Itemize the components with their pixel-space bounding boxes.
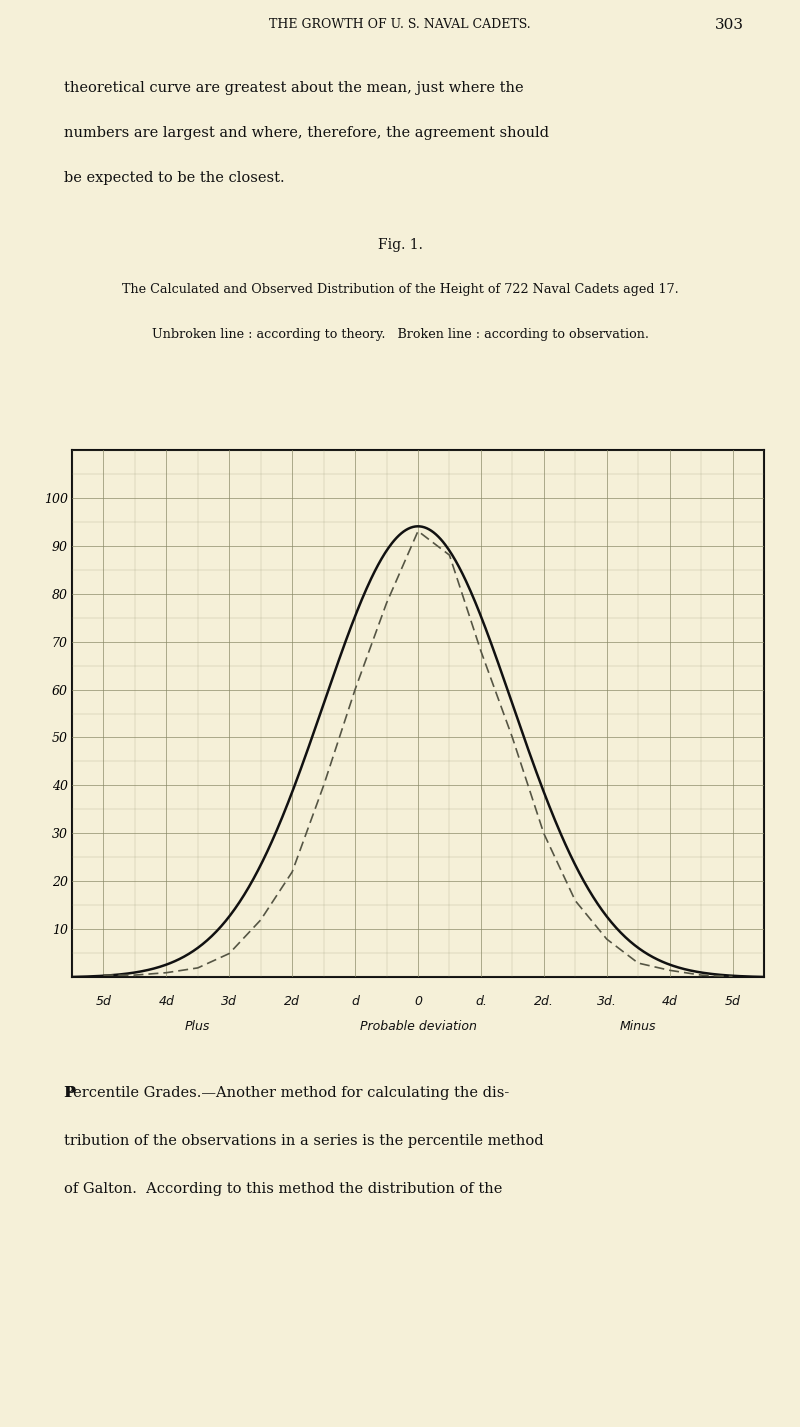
- Text: Unbroken line : according to theory.   Broken line : according to observation.: Unbroken line : according to theory. Bro…: [151, 328, 649, 341]
- Text: 3d: 3d: [222, 995, 238, 1007]
- Text: THE GROWTH OF U. S. NAVAL CADETS.: THE GROWTH OF U. S. NAVAL CADETS.: [269, 19, 531, 31]
- Text: be expected to be the closest.: be expected to be the closest.: [64, 171, 285, 186]
- Text: numbers are largest and where, therefore, the agreement should: numbers are largest and where, therefore…: [64, 126, 549, 140]
- Text: tribution of the observations in a series is the percentile method: tribution of the observations in a serie…: [64, 1134, 544, 1147]
- Text: Percentile Grades.—Another method for calculating the dis-: Percentile Grades.—Another method for ca…: [64, 1086, 510, 1100]
- Text: 5d: 5d: [95, 995, 111, 1007]
- Text: P: P: [64, 1086, 75, 1100]
- Text: of Galton.  According to this method the distribution of the: of Galton. According to this method the …: [64, 1182, 502, 1196]
- Text: 0: 0: [414, 995, 422, 1007]
- Text: theoretical curve are greatest about the mean, just where the: theoretical curve are greatest about the…: [64, 81, 524, 96]
- Text: Probable deviation: Probable deviation: [359, 1020, 477, 1033]
- Text: d.: d.: [475, 995, 487, 1007]
- Text: 2d: 2d: [284, 995, 300, 1007]
- Text: Fig. 1.: Fig. 1.: [378, 238, 422, 253]
- Text: Minus: Minus: [620, 1020, 657, 1033]
- Text: 4d: 4d: [158, 995, 174, 1007]
- Text: 303: 303: [715, 19, 744, 31]
- Text: 2d.: 2d.: [534, 995, 554, 1007]
- Text: The Calculated and Observed Distribution of the Height of 722 Naval Cadets aged : The Calculated and Observed Distribution…: [122, 283, 678, 297]
- Text: 3d.: 3d.: [597, 995, 617, 1007]
- Text: 5d: 5d: [725, 995, 741, 1007]
- Text: 4d: 4d: [662, 995, 678, 1007]
- Text: Plus: Plus: [185, 1020, 210, 1033]
- Text: d: d: [351, 995, 359, 1007]
